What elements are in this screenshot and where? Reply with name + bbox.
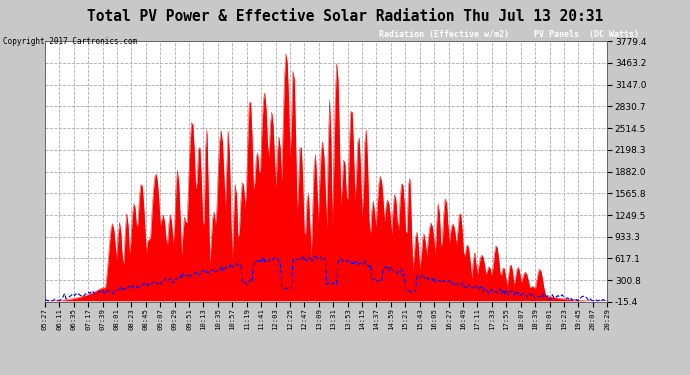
Text: Total PV Power & Effective Solar Radiation Thu Jul 13 20:31: Total PV Power & Effective Solar Radiati… <box>87 9 603 24</box>
Text: PV Panels  (DC Watts): PV Panels (DC Watts) <box>534 30 640 39</box>
Text: Radiation (Effective w/m2): Radiation (Effective w/m2) <box>379 30 509 39</box>
Text: Copyright 2017 Cartronics.com: Copyright 2017 Cartronics.com <box>3 38 137 46</box>
